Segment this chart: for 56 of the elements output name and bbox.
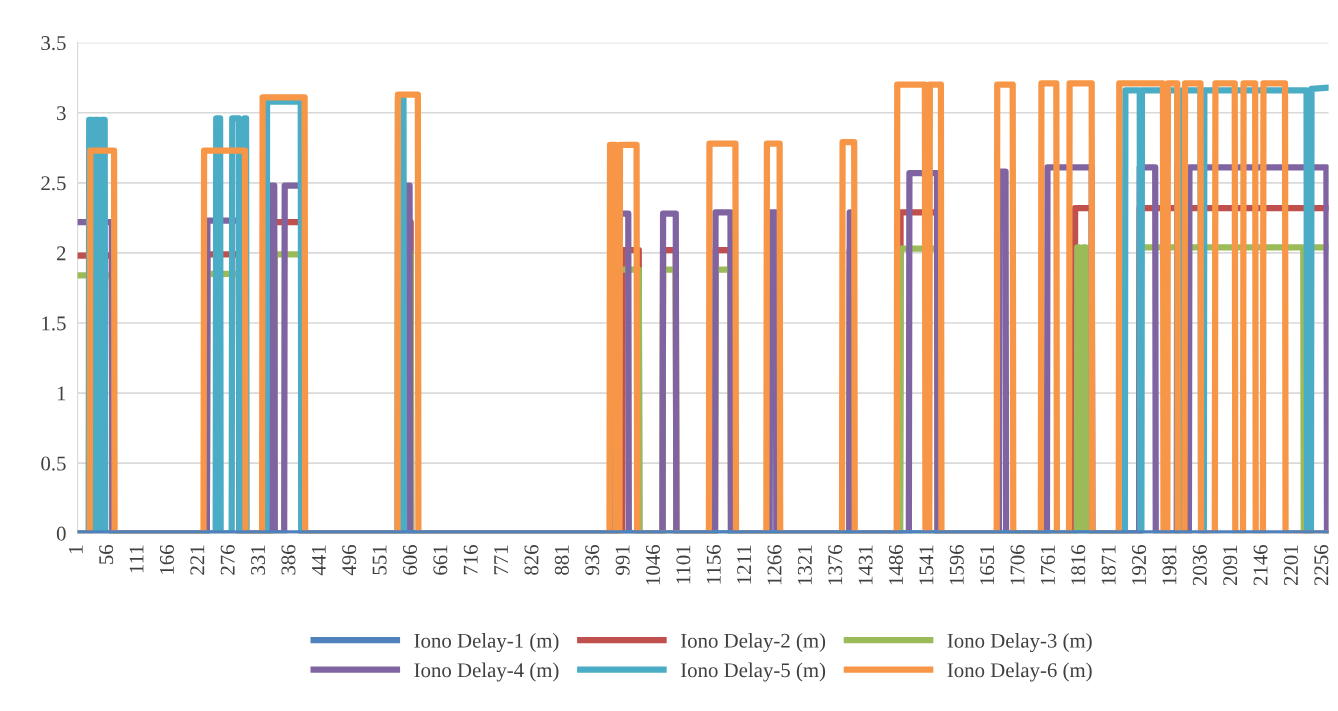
x-tick-label: 661 <box>433 545 448 575</box>
x-tick-label: 2036 <box>1192 544 1207 586</box>
y-tick-label: 3.5 <box>41 36 66 51</box>
x-tick-label: 936 <box>585 544 600 575</box>
y-tick-label: 2.5 <box>41 176 66 191</box>
legend-label: Iono Delay-4 (m) <box>414 662 559 682</box>
legend-label: Iono Delay-5 (m) <box>680 662 826 682</box>
x-tick-label: 1046 <box>645 544 660 585</box>
x-tick-label: 2256 <box>1314 544 1329 586</box>
x-tick-label: 441 <box>311 545 326 576</box>
x-tick-label: 606 <box>402 544 417 575</box>
x-tick-label: 2201 <box>1283 545 1298 586</box>
legend-label: Iono Delay-3 (m) <box>947 633 1092 653</box>
x-tick-label: 1816 <box>1071 544 1086 585</box>
x-tick-label: 2146 <box>1253 544 1268 586</box>
x-tick-label: 1761 <box>1040 545 1055 585</box>
x-tick-label: 386 <box>281 544 296 575</box>
x-tick-label: 2091 <box>1223 545 1238 586</box>
y-tick-label: 3 <box>57 106 66 121</box>
x-tick-label: 111 <box>129 545 144 573</box>
x-tick-label: 1101 <box>676 545 691 584</box>
x-tick-label: 1541 <box>919 545 934 585</box>
y-tick-label: 2 <box>56 246 66 261</box>
y-tick-label: 0.5 <box>41 456 66 471</box>
x-tick-label: 716 <box>463 544 478 575</box>
x-tick-label: 56 <box>99 544 114 564</box>
x-tick-label: 331 <box>251 545 266 575</box>
x-tick-label: 1321 <box>797 545 812 585</box>
x-tick-label: 221 <box>190 545 205 575</box>
legend-label: Iono Delay-1 (m) <box>414 633 559 653</box>
x-tick-label: 881 <box>554 545 569 575</box>
x-tick-label: 991 <box>615 545 630 575</box>
x-tick-label: 1 <box>68 545 83 553</box>
x-tick-label: 496 <box>342 544 357 576</box>
x-tick-label: 1981 <box>1162 545 1177 585</box>
x-tick-label: 826 <box>524 544 539 575</box>
x-tick-label: 1156 <box>706 544 721 584</box>
x-tick-label: 1266 <box>767 544 782 585</box>
legend-label: Iono Delay-6 (m) <box>947 662 1092 682</box>
x-tick-label: 166 <box>159 544 174 574</box>
x-tick-label: 276 <box>220 544 235 575</box>
x-tick-label: 1486 <box>888 544 904 585</box>
x-tick-label: 1596 <box>949 544 964 585</box>
x-tick-label: 551 <box>372 545 387 575</box>
x-tick-label: 1651 <box>980 545 995 585</box>
x-tick-label: 1926 <box>1132 544 1147 585</box>
y-tick-label: 1 <box>57 386 66 401</box>
y-tick-label: 0 <box>56 526 66 541</box>
x-tick-label: 1376 <box>828 544 843 585</box>
x-tick-label: 1871 <box>1101 545 1116 585</box>
x-tick-label: 1211 <box>737 545 751 584</box>
x-tick-label: 771 <box>494 545 508 575</box>
x-tick-label: 1431 <box>858 545 873 585</box>
x-tick-label: 1706 <box>1010 544 1025 585</box>
y-tick-label: 1.5 <box>42 316 66 331</box>
legend-label: Iono Delay-2 (m) <box>680 633 826 653</box>
